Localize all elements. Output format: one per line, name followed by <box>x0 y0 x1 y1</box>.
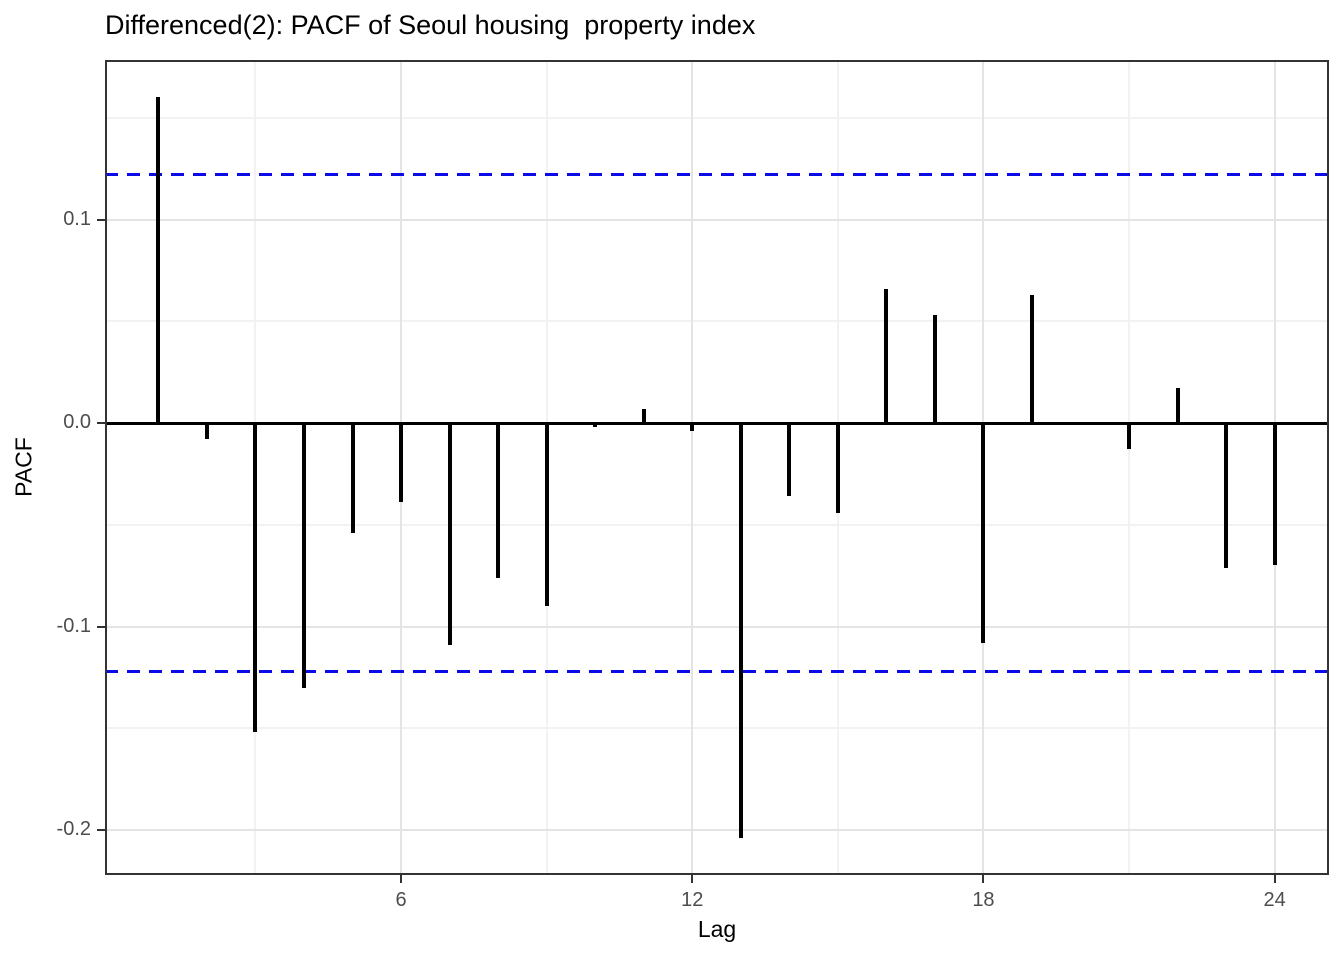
pacf-bar-lag-17 <box>932 315 937 424</box>
plot-panel <box>105 60 1329 875</box>
x-minor-gridline <box>1128 60 1131 875</box>
x-axis-tick <box>982 875 985 883</box>
y-major-gridline <box>105 625 1329 628</box>
pacf-bar-lag-24 <box>1272 423 1277 566</box>
y-axis-title: PACF <box>10 437 37 497</box>
pacf-bar-lag-16 <box>884 288 889 424</box>
pacf-bar-lag-13 <box>738 423 743 839</box>
pacf-bar-lag-10 <box>593 423 598 428</box>
pacf-bar-lag-8 <box>496 423 501 578</box>
y-axis-tick <box>97 422 105 425</box>
pacf-bar-lag-21 <box>1127 423 1132 450</box>
pacf-bar-lag-12 <box>690 423 695 432</box>
zero-line <box>105 421 1329 425</box>
pacf-bar-lag-15 <box>835 423 840 513</box>
y-axis-tick <box>97 218 105 221</box>
x-tick-label: 12 <box>681 889 704 911</box>
pacf-bar-lag-2 <box>204 423 209 440</box>
pacf-bar-lag-19 <box>1029 294 1034 424</box>
confidence-interval-line <box>105 669 1329 673</box>
pacf-bar-lag-1 <box>156 97 161 424</box>
pacf-bar-lag-7 <box>447 423 452 645</box>
x-tick-label: 18 <box>972 889 995 911</box>
pacf-bar-lag-11 <box>641 408 646 424</box>
x-tick-label: 24 <box>1263 889 1286 911</box>
x-axis-title: Lag <box>697 916 737 942</box>
x-axis-tick <box>400 875 403 883</box>
y-tick-label: -0.1 <box>56 614 91 637</box>
pacf-bar-lag-3 <box>253 423 258 733</box>
pacf-bar-lag-4 <box>301 423 306 688</box>
y-minor-gridline <box>105 523 1329 526</box>
pacf-bar-lag-18 <box>981 423 986 643</box>
y-minor-gridline <box>105 727 1329 730</box>
pacf-bar-lag-6 <box>399 423 404 503</box>
pacf-bar-lag-23 <box>1224 423 1229 568</box>
y-minor-gridline <box>105 320 1329 323</box>
x-axis-tick <box>691 875 694 883</box>
confidence-interval-line <box>105 173 1329 177</box>
y-axis-tick <box>97 625 105 628</box>
y-tick-label: -0.2 <box>56 818 91 841</box>
y-minor-gridline <box>105 116 1329 119</box>
x-tick-label: 6 <box>395 889 407 911</box>
y-axis-tick <box>97 829 105 832</box>
y-tick-label: 0.1 <box>63 207 91 230</box>
pacf-bar-lag-9 <box>544 423 549 607</box>
x-axis-tick <box>1273 875 1276 883</box>
y-major-gridline <box>105 829 1329 832</box>
pacf-bar-lag-5 <box>350 423 355 533</box>
x-major-gridline <box>691 60 694 875</box>
chart-title: Differenced(2): PACF of Seoul housing pr… <box>105 10 756 40</box>
pacf-bar-lag-22 <box>1175 388 1180 424</box>
y-major-gridline <box>105 218 1329 221</box>
y-tick-label: 0.0 <box>63 411 91 434</box>
pacf-bar-lag-14 <box>787 423 792 497</box>
